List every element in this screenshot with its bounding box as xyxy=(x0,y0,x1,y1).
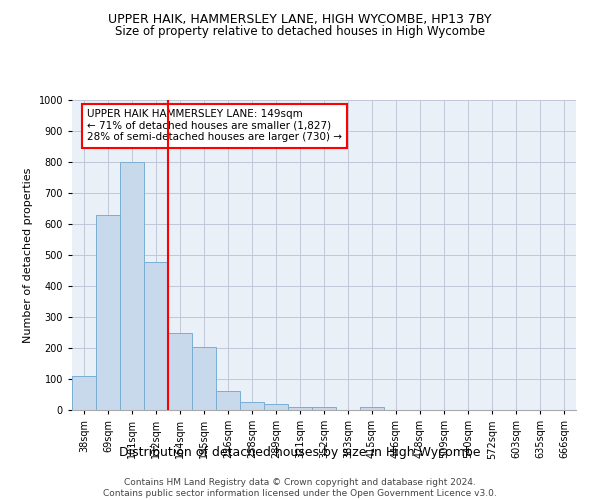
Bar xyxy=(360,407,384,410)
Bar xyxy=(144,262,168,410)
Text: UPPER HAIK, HAMMERSLEY LANE, HIGH WYCOMBE, HP13 7BY: UPPER HAIK, HAMMERSLEY LANE, HIGH WYCOMB… xyxy=(108,12,492,26)
Bar xyxy=(96,216,120,410)
Text: Size of property relative to detached houses in High Wycombe: Size of property relative to detached ho… xyxy=(115,25,485,38)
Text: Distribution of detached houses by size in High Wycombe: Distribution of detached houses by size … xyxy=(119,446,481,459)
Bar xyxy=(312,407,336,410)
Bar xyxy=(192,347,216,410)
Bar xyxy=(264,404,288,410)
Bar xyxy=(168,332,192,410)
Bar xyxy=(72,376,96,410)
Bar xyxy=(288,407,312,410)
Y-axis label: Number of detached properties: Number of detached properties xyxy=(23,168,33,342)
Bar xyxy=(216,392,240,410)
Bar xyxy=(240,402,264,410)
Text: Contains HM Land Registry data © Crown copyright and database right 2024.
Contai: Contains HM Land Registry data © Crown c… xyxy=(103,478,497,498)
Text: UPPER HAIK HAMMERSLEY LANE: 149sqm
← 71% of detached houses are smaller (1,827)
: UPPER HAIK HAMMERSLEY LANE: 149sqm ← 71%… xyxy=(87,110,342,142)
Bar xyxy=(120,162,144,410)
